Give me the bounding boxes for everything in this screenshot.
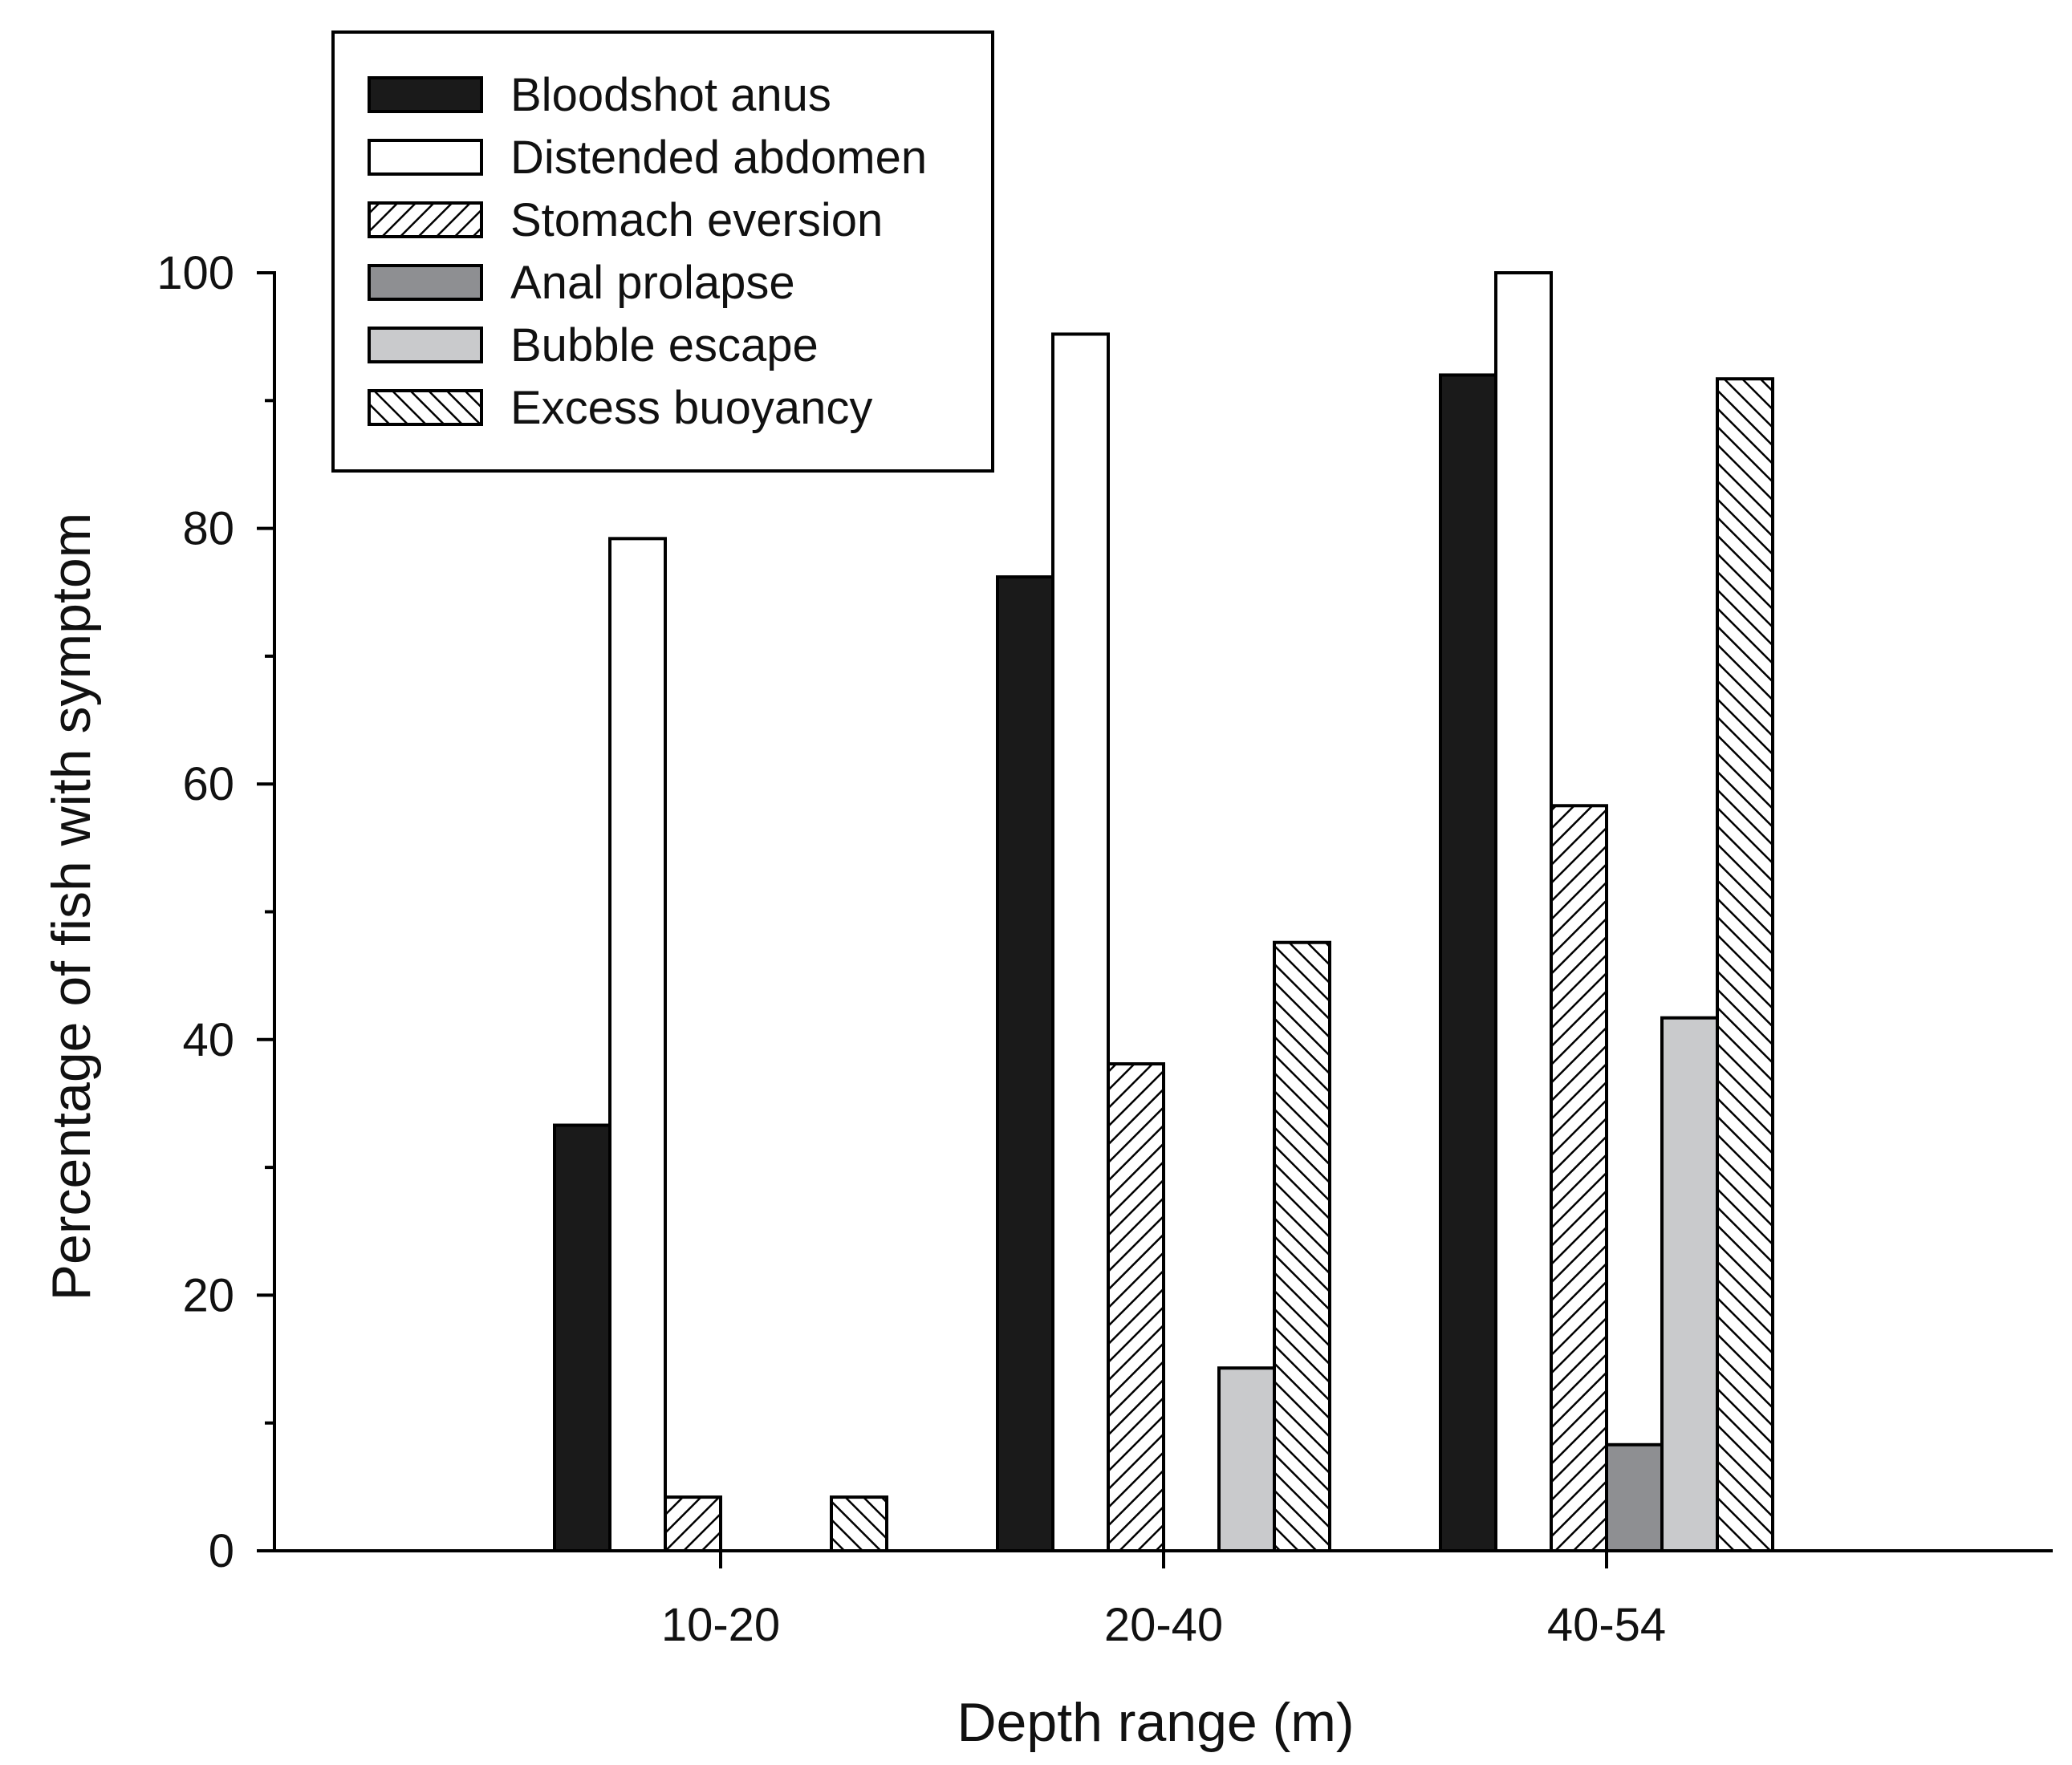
x-tick-label: 10-20 [661,1599,780,1651]
bar-stomach-eversion-20-40 [1107,1062,1165,1552]
y-tick-label: 60 [182,758,234,810]
legend-swatch-bloodshot-anus [368,76,483,113]
x-tick-label: 20-40 [1104,1599,1223,1651]
bar-bubble-escape-20-40 [1217,1366,1276,1553]
axes-layer: 0 20 40 60 80 100 10-20 20-40 40-54 [156,247,2053,1651]
legend: Bloodshot anus Distended abdomen Stomach e… [331,30,994,473]
legend-label: Stomach eversion [510,194,883,246]
bar-bloodshot-anus-40-54 [1439,373,1497,1553]
legend-swatch-stomach-eversion [368,201,483,238]
y-tick-label: 20 [182,1269,234,1321]
legend-label: Bloodshot anus [510,69,831,121]
legend-label: Bubble escape [510,319,819,371]
bar-stomach-eversion-10-20 [664,1495,722,1552]
bar-excess-buoyancy-20-40 [1273,940,1331,1553]
y-tick-label: 40 [182,1014,234,1066]
bar-excess-buoyancy-10-20 [830,1495,888,1552]
x-tick-label: 40-54 [1547,1599,1666,1651]
y-axis-label: Percentage of fish with symptom [41,513,102,1301]
legend-swatch-anal-prolapse [368,264,483,301]
bar-bloodshot-anus-20-40 [996,575,1054,1552]
legend-swatch-bubble-escape [368,327,483,363]
legend-label: Excess buoyancy [510,382,872,434]
y-tick-label: 100 [156,247,234,299]
y-tick-label: 0 [209,1525,234,1577]
bar-distended-abdomen-40-54 [1494,271,1553,1552]
bar-bubble-escape-40-54 [1660,1016,1719,1552]
legend-label: Anal prolapse [510,257,795,309]
bar-anal-prolapse-40-54 [1605,1442,1664,1552]
legend-swatch-excess-buoyancy [368,389,483,426]
bar-distended-abdomen-20-40 [1051,332,1110,1552]
y-tick-label: 80 [182,503,234,555]
bar-stomach-eversion-40-54 [1550,804,1608,1552]
x-axis-label: Depth range (m) [957,1692,1354,1753]
bars-layer [553,271,1774,1553]
legend-label: Distended abdomen [510,132,927,184]
legend-swatch-distended-abdomen [368,139,483,176]
bar-bloodshot-anus-10-20 [553,1123,611,1552]
bar-distended-abdomen-10-20 [608,537,667,1552]
bar-excess-buoyancy-40-54 [1716,377,1774,1552]
